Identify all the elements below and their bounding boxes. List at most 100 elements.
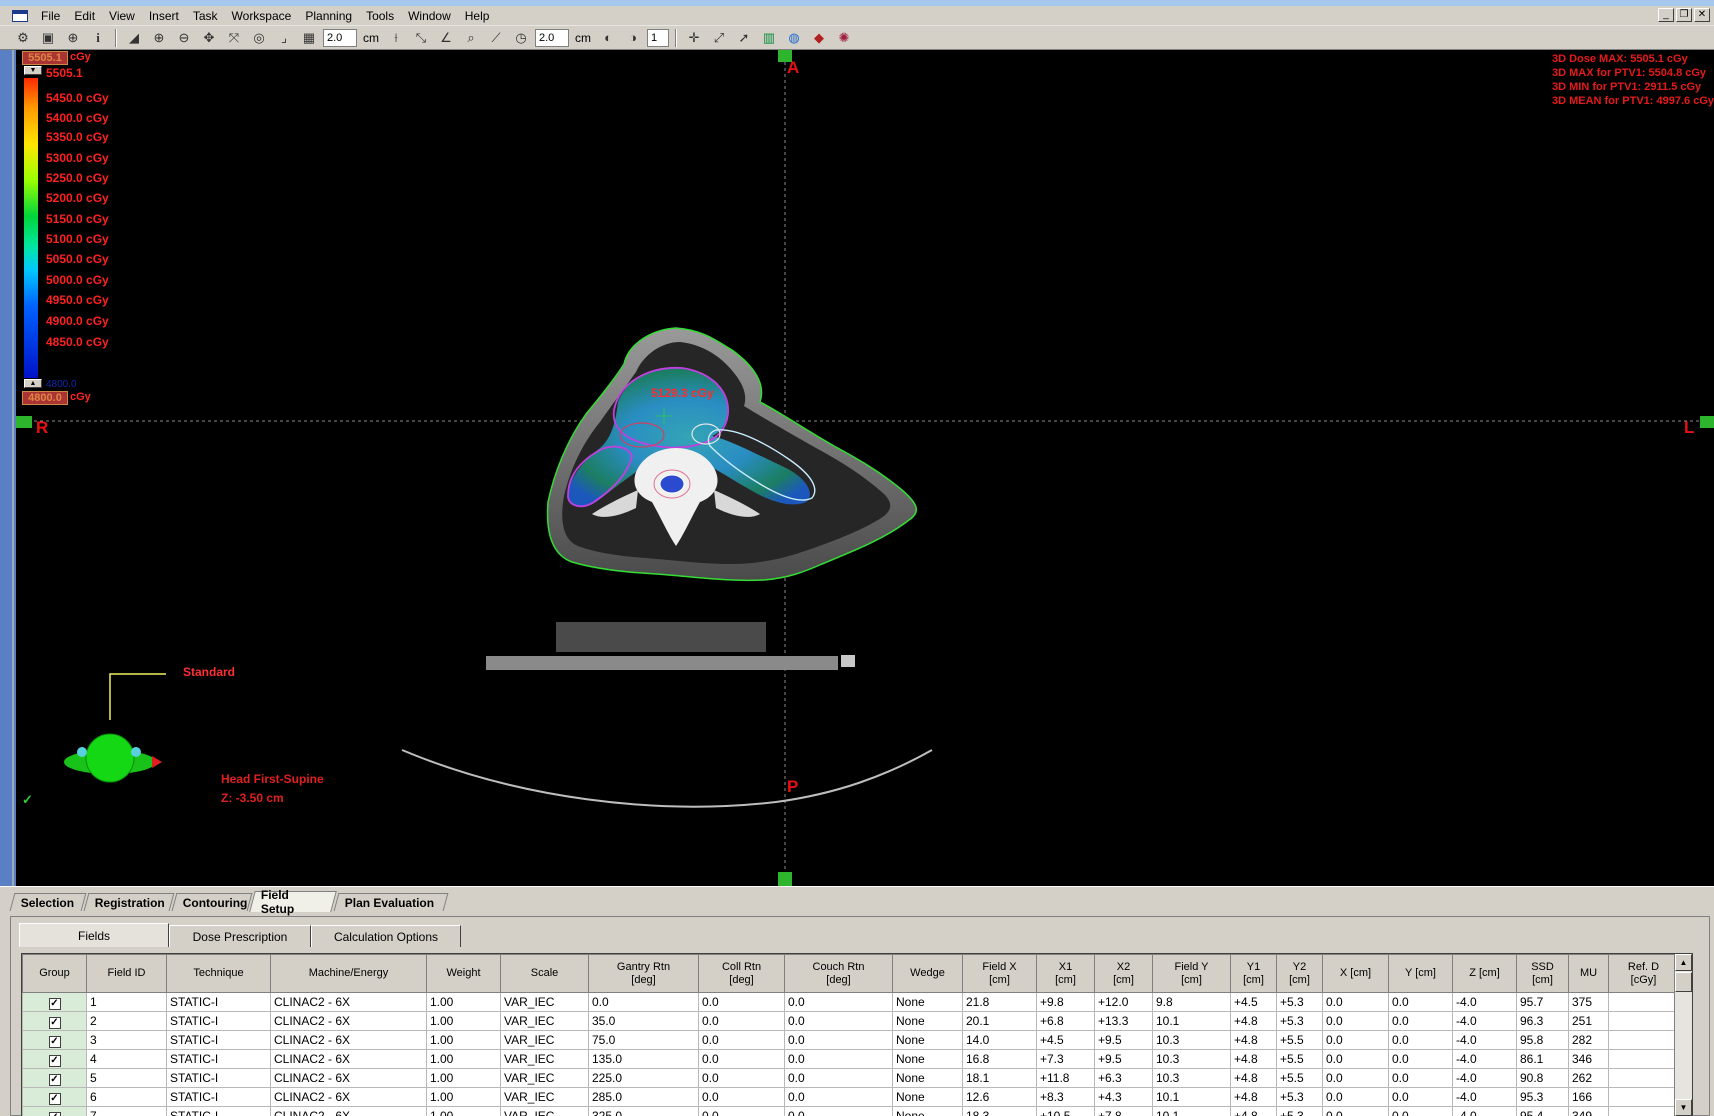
column-header[interactable]: Y [cm]	[1388, 954, 1453, 993]
mlc-icon[interactable]: ▥	[762, 29, 776, 45]
field-cell[interactable]: 0.0	[784, 1068, 893, 1088]
field-cell[interactable]: 0.0	[784, 1049, 893, 1069]
field-cell[interactable]: 90.8	[1516, 1068, 1569, 1088]
field-cell[interactable]: 0.0	[1322, 1049, 1389, 1069]
field-cell[interactable]: +5.3	[1276, 992, 1323, 1012]
field-cell[interactable]: 10.1	[1152, 1011, 1231, 1031]
field-cell[interactable]: +5.3	[1276, 1011, 1323, 1031]
scroll-thumb[interactable]	[1675, 972, 1692, 992]
tab-contouring[interactable]: Contouring	[171, 893, 253, 911]
beam-tool-icon[interactable]: ⤢	[713, 29, 725, 45]
rotate-icon[interactable]: ⊕	[67, 29, 79, 45]
menu-insert[interactable]: Insert	[148, 8, 179, 23]
field-row[interactable]: ✓ 3 STATIC-I CLINAC2 - 6X 1.00 VAR_IEC 75.0 0.0…	[22, 1030, 1679, 1050]
field-cell[interactable]: +4.3	[1094, 1087, 1153, 1107]
field-cell[interactable]: 349	[1568, 1106, 1609, 1116]
field-cell[interactable]: 135.0	[588, 1049, 699, 1069]
field-cell[interactable]: 0.0	[1388, 1030, 1453, 1050]
field-cell[interactable]: STATIC-I	[166, 992, 271, 1012]
field-cell[interactable]: +5.3	[1276, 1106, 1323, 1116]
group-checkbox[interactable]: ✓	[48, 1073, 61, 1086]
subtab-fields[interactable]: Fields	[19, 923, 169, 947]
field-cell[interactable]: +9.5	[1094, 1030, 1153, 1050]
field-cell[interactable]: 0.0	[1388, 1087, 1453, 1107]
field-cell[interactable]: None	[892, 1068, 963, 1088]
zoom-in-icon[interactable]: ⊕	[153, 29, 165, 45]
field-cell[interactable]: 0.0	[1388, 1011, 1453, 1031]
cube-3d-icon[interactable]: ◆	[814, 29, 824, 45]
field-cell[interactable]: 0.0	[784, 1011, 893, 1031]
group-checkbox[interactable]: ✓	[48, 1035, 61, 1048]
colorbar-max-box[interactable]: 5505.1	[22, 51, 68, 65]
tab-plan-evaluation[interactable]: Plan Evaluation	[333, 893, 449, 911]
field-cell[interactable]: 0.0	[784, 1030, 893, 1050]
field-cell[interactable]: STATIC-I	[166, 1087, 271, 1107]
column-header[interactable]: Couch Rtn [deg]	[784, 954, 893, 993]
menu-workspace[interactable]: Workspace	[231, 8, 292, 23]
field-cell[interactable]: +4.8	[1230, 1068, 1277, 1088]
field-cell[interactable]: 0.0	[1322, 1068, 1389, 1088]
field-cell[interactable]: 0.0	[1388, 1068, 1453, 1088]
step-size-input[interactable]	[535, 28, 569, 47]
zoom-out-icon[interactable]: ⊖	[178, 29, 190, 45]
field-cell[interactable]: 18.3	[962, 1106, 1037, 1116]
column-header[interactable]: Field ID	[86, 954, 167, 993]
column-header[interactable]: Field Y [cm]	[1152, 954, 1231, 993]
slice-step-input[interactable]	[647, 28, 669, 47]
column-header[interactable]: X2 [cm]	[1094, 954, 1153, 993]
reset-view-icon[interactable]: ◎	[253, 29, 265, 45]
field-cell[interactable]: 9.8	[1152, 992, 1231, 1012]
column-header[interactable]: Machine/Energy	[270, 954, 427, 993]
menu-window[interactable]: Window	[408, 8, 451, 23]
field-cell[interactable]: 0.0	[698, 1106, 785, 1116]
group-checkbox[interactable]: ✓	[48, 1054, 61, 1067]
tab-registration[interactable]: Registration	[83, 893, 175, 911]
field-cell[interactable]: +8.3	[1036, 1087, 1095, 1107]
isodose-icon[interactable]: ◷	[515, 29, 527, 45]
field-cell[interactable]: VAR_IEC	[500, 1011, 589, 1031]
crosshair-icon[interactable]: ✛	[688, 29, 700, 45]
field-cell[interactable]: +5.5	[1276, 1049, 1323, 1069]
field-cell[interactable]: 1.00	[426, 1049, 501, 1069]
field-row[interactable]: ✓ 6 STATIC-I CLINAC2 - 6X 1.00 VAR_IEC 285.0 0.…	[22, 1087, 1679, 1107]
menu-planning[interactable]: Planning	[305, 8, 353, 23]
field-cell[interactable]: 95.4	[1516, 1106, 1569, 1116]
fit-icon[interactable]: ⤧	[228, 29, 240, 45]
column-header[interactable]: X [cm]	[1322, 954, 1389, 993]
colorbar-down-arrow-icon[interactable]: ▲	[24, 379, 42, 388]
colorbar-min-box[interactable]: 4800.0	[22, 391, 68, 405]
field-cell[interactable]: +5.5	[1276, 1030, 1323, 1050]
field-cell[interactable]: VAR_IEC	[500, 1106, 589, 1116]
field-cell[interactable]: 225.0	[588, 1068, 699, 1088]
ruler-icon[interactable]: ⟊	[394, 29, 398, 45]
field-cell[interactable]: 166	[1568, 1087, 1609, 1107]
field-cell[interactable]: 10.3	[1152, 1068, 1231, 1088]
field-cell[interactable]: 10.3	[1152, 1049, 1231, 1069]
field-cell[interactable]: 0.0	[698, 1030, 785, 1050]
field-cell[interactable]: +9.5	[1094, 1049, 1153, 1069]
subtab-calculation-options[interactable]: Calculation Options	[311, 925, 461, 947]
field-cell[interactable]: 0.0	[1322, 1030, 1389, 1050]
field-cell[interactable]: +10.5	[1036, 1106, 1095, 1116]
field-cell[interactable]	[1608, 1087, 1679, 1107]
minimize-icon[interactable]: _	[1658, 8, 1674, 22]
column-header[interactable]: Y1 [cm]	[1230, 954, 1277, 993]
field-cell[interactable]: 3	[86, 1030, 167, 1050]
field-cell[interactable]: None	[892, 1030, 963, 1050]
field-cell[interactable]: 0.0	[588, 992, 699, 1012]
subtab-dose-prescription[interactable]: Dose Prescription	[169, 925, 311, 947]
field-cell[interactable]	[1608, 1030, 1679, 1050]
field-cell[interactable]: 285.0	[588, 1087, 699, 1107]
field-cell[interactable]: 0.0	[698, 1011, 785, 1031]
group-checkbox[interactable]: ✓	[48, 997, 61, 1010]
field-cell[interactable]: STATIC-I	[166, 1011, 271, 1031]
field-cell[interactable]: 1	[86, 992, 167, 1012]
field-cell[interactable]: 346	[1568, 1049, 1609, 1069]
field-cell[interactable]: 282	[1568, 1030, 1609, 1050]
field-cell[interactable]: 0.0	[1388, 1049, 1453, 1069]
field-cell[interactable]: +4.8	[1230, 1030, 1277, 1050]
field-row[interactable]: ✓ 5 STATIC-I CLINAC2 - 6X 1.00 VAR_IEC 225.0 0.…	[22, 1068, 1679, 1088]
colorbar-up-arrow-icon[interactable]: ▼	[24, 66, 42, 75]
field-cell[interactable]: +4.5	[1230, 992, 1277, 1012]
